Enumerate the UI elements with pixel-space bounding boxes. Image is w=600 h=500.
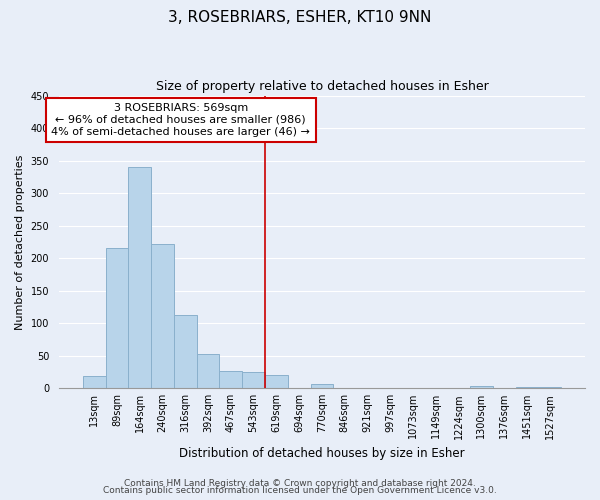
- Bar: [220, 372, 242, 388]
- Text: Contains public sector information licensed under the Open Government Licence v3: Contains public sector information licen…: [103, 486, 497, 495]
- Bar: [538, 387, 561, 388]
- Bar: [174, 314, 197, 388]
- Text: 3 ROSEBRIARS: 569sqm
← 96% of detached houses are smaller (986)
4% of semi-detac: 3 ROSEBRIARS: 569sqm ← 96% of detached h…: [52, 104, 310, 136]
- Text: Contains HM Land Registry data © Crown copyright and database right 2024.: Contains HM Land Registry data © Crown c…: [124, 478, 476, 488]
- Bar: [128, 167, 151, 388]
- Text: 3, ROSEBRIARS, ESHER, KT10 9NN: 3, ROSEBRIARS, ESHER, KT10 9NN: [169, 10, 431, 25]
- Bar: [151, 244, 174, 388]
- Bar: [515, 387, 538, 388]
- Bar: [242, 372, 265, 388]
- Bar: [311, 384, 334, 388]
- Bar: [197, 354, 220, 388]
- Bar: [470, 386, 493, 388]
- X-axis label: Distribution of detached houses by size in Esher: Distribution of detached houses by size …: [179, 447, 465, 460]
- Bar: [83, 376, 106, 388]
- Y-axis label: Number of detached properties: Number of detached properties: [15, 154, 25, 330]
- Title: Size of property relative to detached houses in Esher: Size of property relative to detached ho…: [155, 80, 488, 93]
- Bar: [106, 248, 128, 388]
- Bar: [265, 374, 288, 388]
